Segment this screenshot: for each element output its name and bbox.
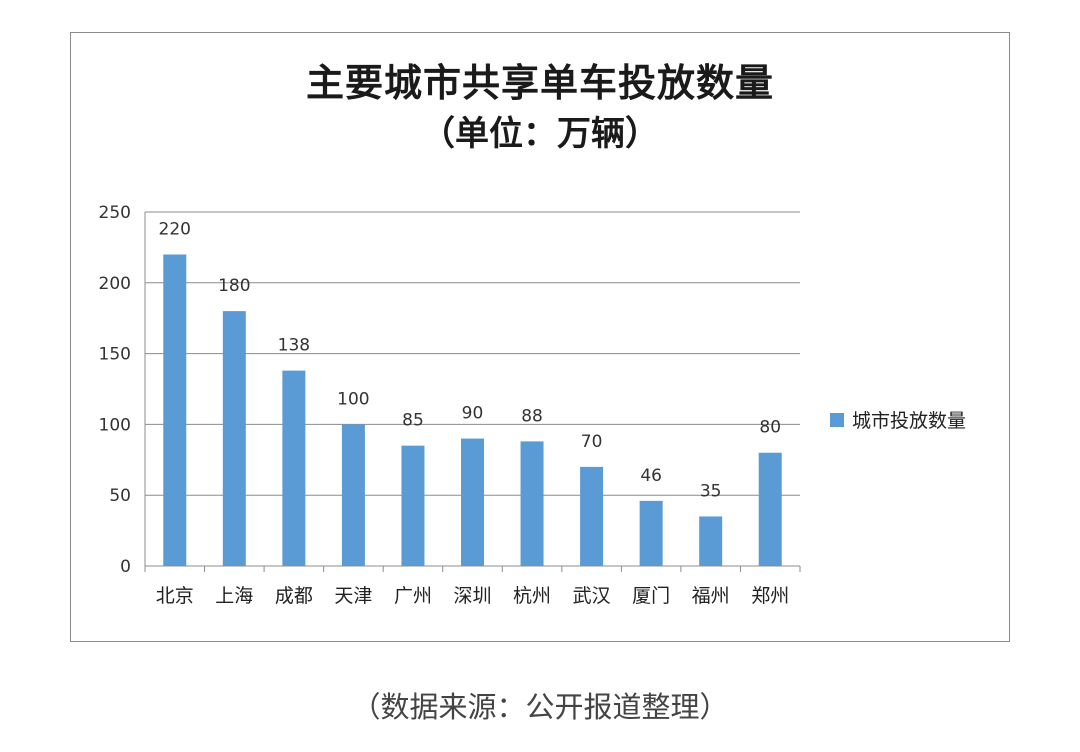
x-tick-label: 广州 <box>394 585 432 607</box>
x-tick-label: 天津 <box>334 585 372 607</box>
legend: 城市投放数量 <box>830 406 966 433</box>
x-tick-label: 武汉 <box>573 585 611 607</box>
y-tick-label: 150 <box>99 345 131 365</box>
data-label: 100 <box>337 389 369 409</box>
data-label: 220 <box>159 219 191 239</box>
data-label: 180 <box>218 276 250 296</box>
bar <box>401 445 425 566</box>
data-label: 80 <box>759 418 781 438</box>
y-tick-label: 50 <box>109 486 131 506</box>
y-tick-label: 0 <box>120 557 131 577</box>
bar <box>341 424 365 566</box>
bar <box>520 441 544 566</box>
legend-swatch <box>830 412 844 427</box>
data-label: 70 <box>581 432 603 452</box>
data-label: 35 <box>700 481 722 501</box>
source-note: （数据来源：公开报道整理） <box>351 690 729 724</box>
chart-title: 主要城市共享单车投放数量 <box>305 61 774 105</box>
bar <box>461 438 484 566</box>
data-label: 138 <box>278 336 310 356</box>
data-label: 85 <box>402 411 424 431</box>
y-tick-label: 200 <box>99 274 131 294</box>
bar <box>758 452 782 566</box>
x-tick-label: 深圳 <box>453 585 491 607</box>
data-label: 90 <box>462 404 484 424</box>
chart-subtitle: （单位：万辆） <box>421 114 659 154</box>
x-tick-label: 福州 <box>692 585 730 607</box>
bar <box>580 466 604 566</box>
bar <box>163 254 187 567</box>
y-tick-label: 100 <box>99 415 131 435</box>
x-tick-label: 成都 <box>275 585 313 607</box>
legend-label: 城市投放数量 <box>852 410 967 432</box>
data-label: 46 <box>640 466 662 486</box>
x-tick-label: 郑州 <box>751 585 789 607</box>
bar <box>222 311 246 566</box>
x-tick-label: 上海 <box>215 585 253 607</box>
x-tick-label: 厦门 <box>632 585 670 607</box>
bar <box>699 516 723 566</box>
y-tick-label: 250 <box>99 203 131 223</box>
bar <box>639 500 663 566</box>
x-tick-label: 杭州 <box>513 585 551 607</box>
bar <box>282 370 306 566</box>
data-label: 88 <box>521 406 543 426</box>
x-tick-label: 北京 <box>156 585 194 607</box>
